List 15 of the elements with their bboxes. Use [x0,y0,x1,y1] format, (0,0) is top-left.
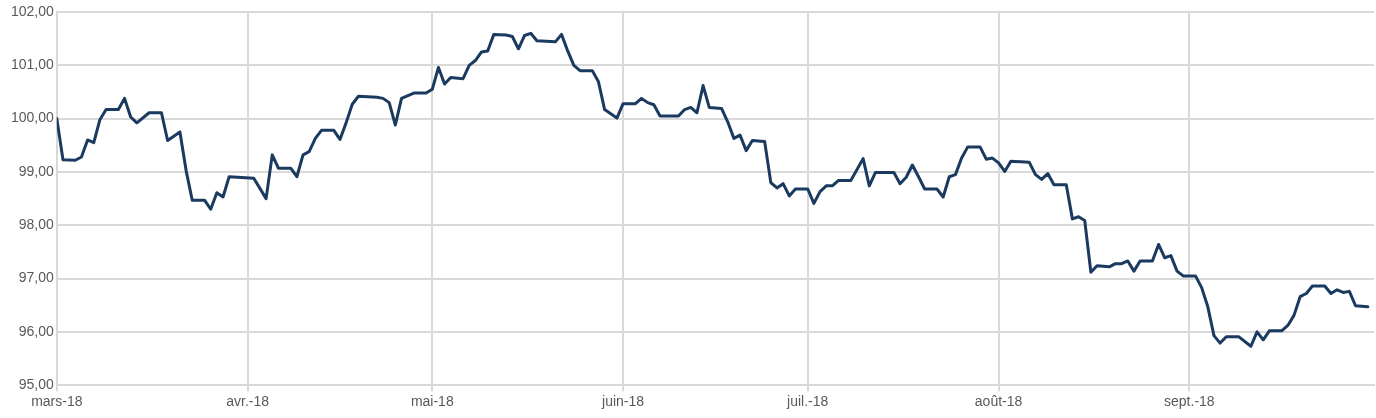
x-tick-label: mai-18 [410,393,454,410]
y-tick-label: 98,00 [18,216,55,233]
y-tick-label: 95,00 [18,376,55,393]
y-tick-label: 100,00 [10,109,55,126]
x-tick-label: août-18 [974,393,1023,410]
y-tick-label: 97,00 [18,269,55,286]
y-tick-label: 96,00 [18,322,55,339]
y-tick-label: 101,00 [10,56,55,73]
y-tick-label: 99,00 [18,162,55,179]
x-tick-label: juin-18 [601,393,645,410]
x-tick-label: mars-18 [31,393,83,410]
x-tick-label: juil.-18 [786,393,829,410]
x-tick-label: avr.-18 [226,393,270,410]
y-tick-label: 102,00 [10,2,55,19]
x-tick-label: sept.-18 [1164,393,1215,410]
